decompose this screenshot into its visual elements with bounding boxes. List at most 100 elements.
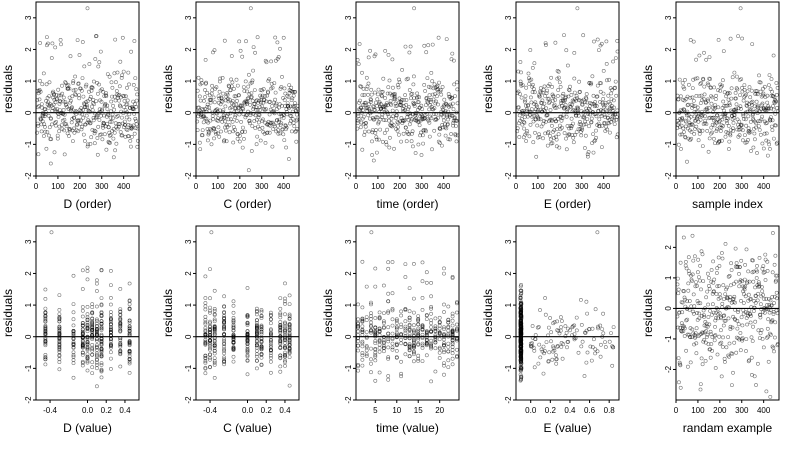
data-point — [270, 85, 275, 90]
data-point — [701, 339, 706, 344]
data-point — [203, 322, 208, 326]
data-point — [520, 83, 525, 88]
data-point — [399, 139, 404, 144]
data-point — [90, 335, 95, 340]
data-point — [294, 112, 299, 117]
data-point — [222, 337, 227, 342]
data-point — [538, 355, 543, 360]
data-point — [702, 323, 707, 328]
data-point — [769, 115, 773, 120]
data-point — [698, 82, 703, 86]
data-point — [710, 122, 715, 127]
data-point — [236, 93, 241, 98]
data-point — [545, 113, 550, 117]
data-point — [240, 129, 245, 134]
data-point — [357, 42, 362, 46]
data-point — [676, 97, 681, 102]
data-point — [446, 358, 451, 363]
data-point — [255, 134, 260, 139]
data-point — [584, 299, 589, 304]
data-point — [135, 138, 140, 143]
data-point — [707, 55, 712, 60]
data-point — [548, 316, 553, 320]
data-point — [676, 356, 681, 361]
data-point — [691, 258, 696, 263]
data-point — [433, 327, 438, 332]
data-point — [99, 267, 104, 272]
data-point — [683, 78, 687, 82]
data-point — [518, 372, 523, 377]
data-point — [383, 49, 388, 53]
data-point — [279, 85, 284, 89]
data-point — [687, 299, 692, 303]
data-point — [736, 336, 741, 341]
data-point — [437, 320, 442, 325]
data-point — [386, 114, 391, 119]
data-point — [127, 357, 132, 362]
data-point — [395, 120, 400, 124]
data-point — [729, 96, 734, 101]
data-point — [754, 121, 759, 126]
data-point — [287, 302, 292, 307]
x-tick-label: 0.0 — [82, 406, 94, 415]
data-point — [686, 269, 691, 274]
data-point — [416, 100, 421, 105]
data-point — [248, 6, 253, 11]
data-point — [715, 307, 720, 312]
data-point — [403, 262, 408, 267]
data-point — [591, 132, 596, 137]
data-point — [199, 78, 204, 83]
data-point — [59, 123, 64, 128]
data-point — [116, 114, 121, 118]
data-point — [450, 95, 455, 100]
data-point — [267, 112, 272, 117]
data-point — [712, 85, 717, 90]
data-point — [254, 323, 259, 328]
data-point — [254, 326, 259, 331]
data-point — [545, 88, 550, 93]
data-point — [614, 117, 619, 122]
data-point — [231, 328, 236, 333]
data-point — [571, 99, 576, 104]
data-point — [99, 113, 104, 118]
data-point — [284, 125, 289, 130]
data-point — [601, 102, 606, 107]
data-point — [374, 128, 378, 132]
data-point — [442, 350, 446, 355]
data-point — [360, 363, 365, 368]
data-point — [49, 103, 54, 108]
data-point — [773, 320, 778, 325]
data-point — [718, 89, 723, 93]
data-point — [411, 339, 416, 344]
data-point — [360, 108, 365, 113]
data-point — [543, 120, 548, 124]
data-point — [696, 257, 701, 262]
data-point — [223, 128, 228, 133]
data-point — [428, 100, 433, 104]
data-point — [78, 118, 83, 123]
data-point — [375, 104, 380, 108]
data-point — [283, 360, 287, 365]
data-point — [731, 296, 736, 301]
data-point — [355, 58, 360, 62]
data-point — [726, 274, 731, 279]
data-point — [283, 340, 287, 345]
data-point — [544, 43, 548, 47]
data-point — [203, 371, 208, 376]
data-point — [94, 99, 99, 104]
data-point — [135, 92, 140, 97]
data-point — [765, 268, 770, 273]
data-point — [560, 125, 564, 130]
data-point — [409, 139, 414, 144]
data-point — [57, 367, 62, 372]
data-point — [407, 88, 412, 92]
data-point — [404, 103, 409, 107]
data-point — [412, 96, 417, 101]
x-tick-label: 100 — [51, 182, 65, 191]
data-point — [132, 131, 137, 136]
data-point — [609, 120, 613, 124]
data-point — [391, 114, 395, 119]
data-point — [111, 116, 115, 121]
